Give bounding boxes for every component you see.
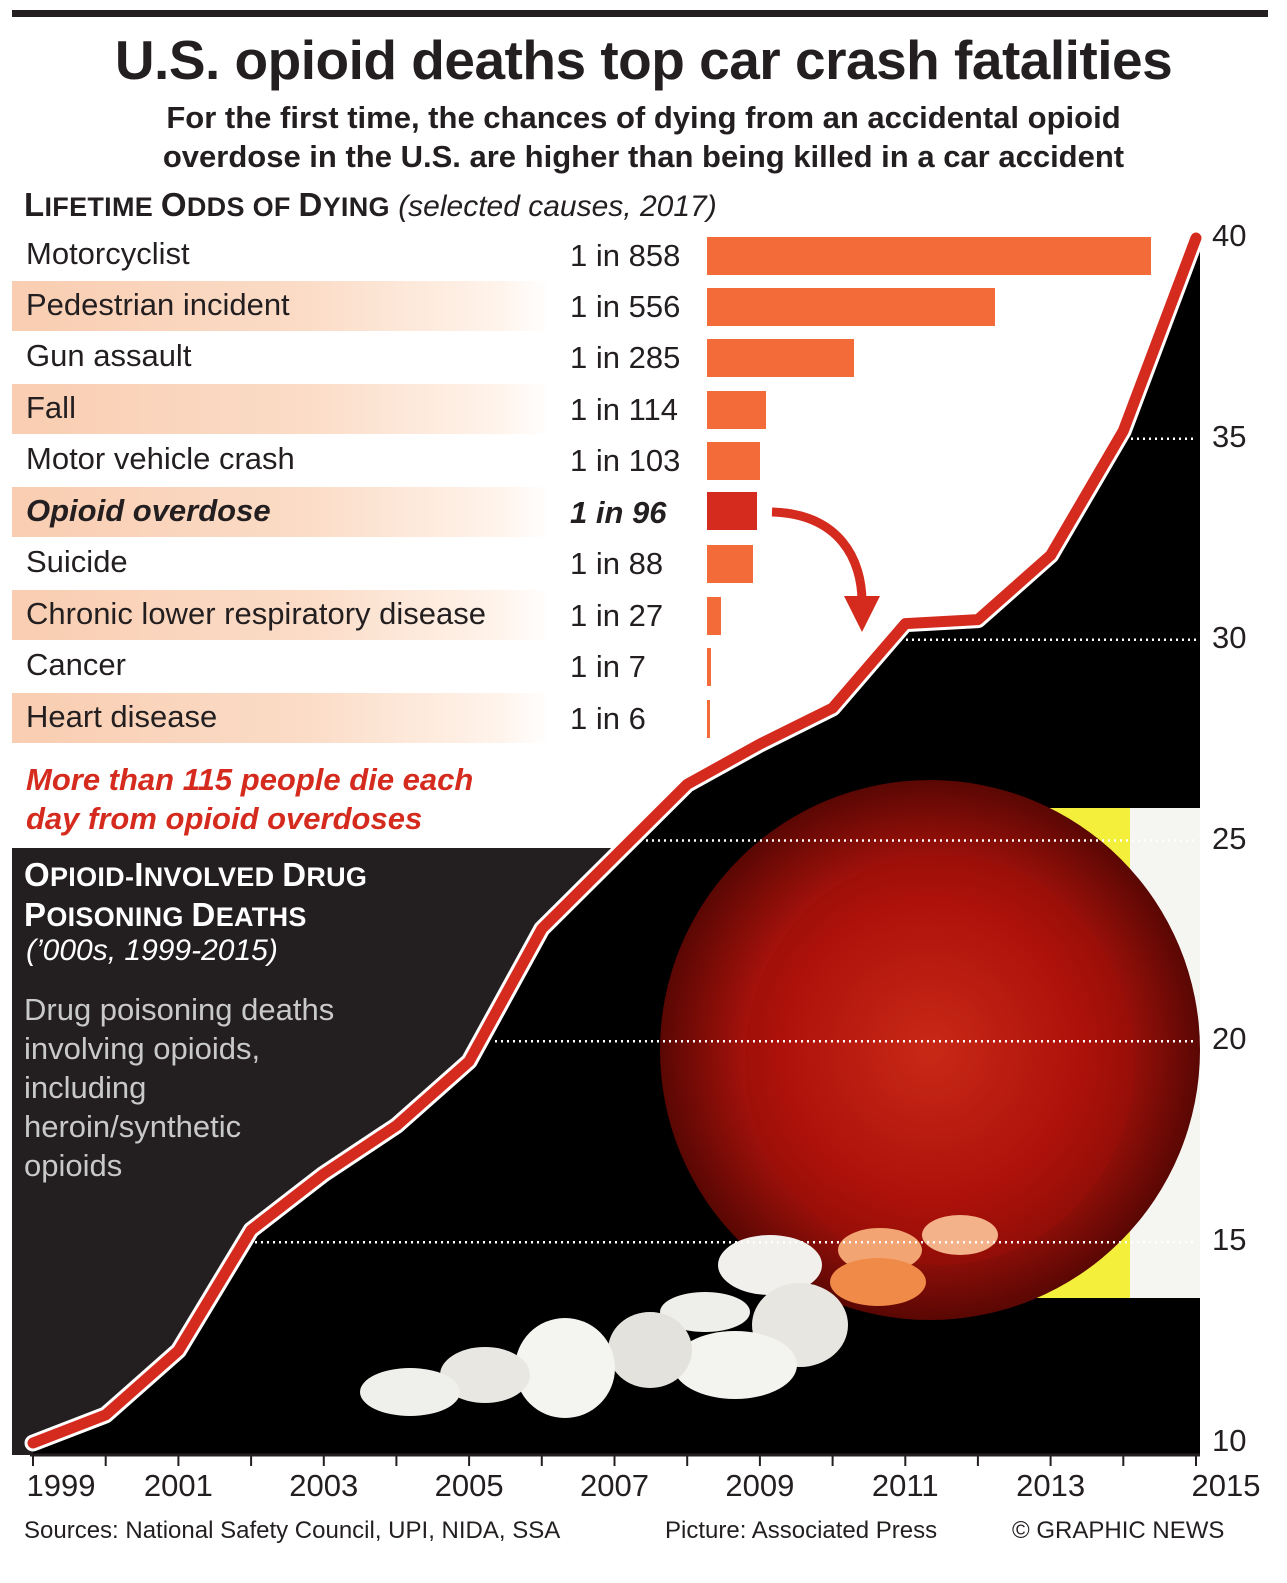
pill — [515, 1318, 615, 1418]
pill — [608, 1312, 692, 1388]
x-tick-marks — [32, 1455, 1197, 1466]
x-tick-label: 2011 — [871, 1468, 939, 1503]
odds-bar — [707, 391, 766, 429]
odds-value: 1 in 6 — [570, 701, 646, 736]
page-title: U.S. opioid deaths top car crash fatalit… — [114, 29, 1173, 91]
x-tick-label: 2003 — [289, 1468, 359, 1503]
y-tick-label: 10 — [1212, 1423, 1247, 1458]
pill — [922, 1215, 998, 1255]
pill — [360, 1368, 460, 1416]
x-tick-label: 2009 — [725, 1468, 795, 1503]
odds-row-label: Chronic lower respiratory disease — [26, 596, 487, 631]
pill — [440, 1347, 530, 1403]
pill — [718, 1235, 822, 1295]
odds-bar — [707, 597, 721, 635]
top-rule — [12, 10, 1268, 17]
odds-row-label: Cancer — [26, 647, 126, 682]
note-line-2: day from opioid overdoses — [26, 801, 423, 836]
y-tick-label: 40 — [1212, 218, 1247, 253]
odds-row: Motor vehicle crash — [12, 435, 550, 485]
arrow-head — [844, 596, 880, 632]
odds-row: Chronic lower respiratory disease — [12, 590, 550, 640]
footer-picture-credit: Picture: Associated Press — [665, 1517, 938, 1544]
odds-row-label: Pedestrian incident — [26, 287, 290, 322]
odds-bar — [707, 288, 995, 326]
footer-copyright: © GRAPHIC NEWS — [1012, 1517, 1225, 1544]
pill-bottle-illustration — [360, 780, 1200, 1418]
odds-row: Pedestrian incident — [12, 281, 550, 331]
y-tick-label: 35 — [1212, 418, 1247, 454]
odds-value-highlight: 1 in 96 — [570, 495, 667, 530]
odds-bar — [707, 648, 711, 686]
pill — [673, 1331, 797, 1399]
odds-bar — [707, 545, 753, 583]
y-tick-label: 15 — [1212, 1222, 1247, 1258]
subtitle: For the first time, the chances of dying… — [0, 98, 1287, 176]
arrow-curve — [771, 507, 867, 603]
odds-value: 1 in 103 — [570, 443, 681, 478]
odds-bar — [707, 492, 757, 530]
odds-bar — [707, 700, 710, 738]
x-tick-label: 2015 — [1191, 1468, 1261, 1503]
odds-bar — [707, 339, 854, 377]
odds-value: 1 in 88 — [570, 546, 664, 581]
y-tick-label: 25 — [1212, 820, 1247, 856]
odds-bar — [707, 442, 760, 480]
odds-row-label: Motor vehicle crash — [26, 441, 295, 476]
odds-row: Heart disease — [12, 693, 550, 743]
odds-value: 1 in 27 — [570, 598, 664, 633]
x-tick-label: 2013 — [1016, 1468, 1086, 1503]
subtitle-line-1: For the first time, the chances of dying… — [166, 100, 1121, 135]
odds-row-label: Motorcyclist — [26, 236, 190, 271]
odds-row: Fall — [12, 384, 550, 434]
note-line-1: More than 115 people die each — [26, 762, 474, 797]
panel-units: (’000s, 1999-2015) — [26, 934, 278, 967]
y-tick-label: 30 — [1212, 619, 1247, 655]
bottle-cap-inner — [745, 855, 1135, 1265]
y-tick-label: 20 — [1212, 1021, 1247, 1057]
odds-value: 1 in 114 — [570, 392, 679, 427]
x-tick-label: 1999 — [26, 1468, 96, 1503]
panel-description: Drug poisoning deaths involving opioids,… — [24, 992, 335, 1183]
panel-heading: OPIOID-INVOLVED DRUG POISONING DEATHS — [24, 856, 368, 933]
odds-row: Cancer — [12, 641, 550, 691]
odds-row: Gun assault — [12, 332, 550, 382]
odds-value: 1 in 7 — [570, 649, 646, 684]
odds-value: 1 in 858 — [570, 238, 681, 273]
odds-value: 1 in 285 — [570, 340, 681, 375]
x-tick-label: 2007 — [580, 1468, 649, 1503]
odds-value: 1 in 556 — [570, 289, 681, 324]
pill — [830, 1258, 926, 1306]
y-gridlines — [255, 437, 1197, 1244]
subtitle-line-2: overdose in the U.S. are higher than bei… — [162, 139, 1125, 174]
footer-sources: Sources: National Safety Council, UPI, N… — [24, 1517, 561, 1544]
daily-deaths-note: More than 115 people die each day from o… — [26, 760, 566, 838]
deaths-line — [27, 232, 1202, 1449]
odds-row-label: Suicide — [26, 544, 128, 579]
odds-row-highlight: Opioid overdose — [12, 487, 550, 537]
x-tick-label: 2005 — [434, 1468, 504, 1503]
odds-row-label: Fall — [26, 390, 76, 425]
odds-row-label: Opioid overdose — [26, 493, 271, 528]
odds-bar — [707, 237, 1151, 275]
odds-row-label: Heart disease — [26, 699, 218, 734]
odds-heading-qualifier: (selected causes, 2017) — [398, 190, 717, 223]
odds-row: Suicide — [12, 538, 550, 588]
odds-row-label: Gun assault — [26, 338, 192, 373]
odds-heading-smallcaps: LIFETIME ODDS OF DYING — [24, 186, 390, 223]
pill — [660, 1292, 750, 1332]
x-tick-label: 2001 — [143, 1468, 213, 1503]
odds-row: Motorcyclist — [12, 230, 550, 280]
odds-heading: LIFETIME ODDS OF DYING (selected causes,… — [24, 186, 717, 224]
